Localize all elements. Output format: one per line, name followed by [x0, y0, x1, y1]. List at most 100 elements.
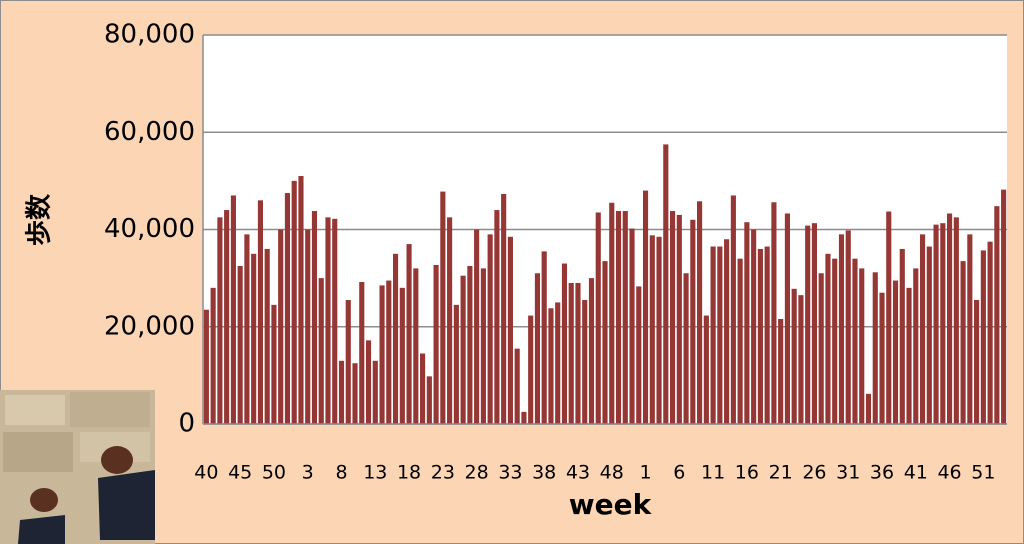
bar [994, 206, 1000, 424]
bar [460, 275, 466, 424]
bar [278, 229, 284, 424]
bar [757, 248, 763, 424]
bar [730, 195, 736, 424]
x-tick-label: 51 [971, 462, 995, 484]
bar [372, 360, 378, 424]
bar [629, 228, 635, 424]
bar [392, 253, 399, 424]
bar [305, 229, 311, 424]
bar [764, 246, 770, 424]
bar [987, 241, 993, 424]
bar [859, 268, 865, 424]
photo [0, 390, 155, 544]
bar [690, 219, 696, 424]
x-tick-label: 1 [639, 462, 651, 484]
bar [872, 272, 878, 424]
bar [636, 286, 642, 424]
bar [338, 360, 345, 424]
bar [960, 261, 966, 424]
x-tick-label: 38 [532, 462, 556, 484]
bar [284, 193, 291, 424]
bar [811, 223, 818, 424]
bar [926, 246, 932, 424]
bar [683, 273, 689, 424]
x-tick-label: 13 [363, 462, 387, 484]
y-tick-label: 40,000 [104, 214, 195, 244]
x-tick-label: 46 [937, 462, 961, 484]
bar [838, 234, 845, 424]
bar [406, 244, 412, 424]
x-tick-label: 28 [465, 462, 489, 484]
x-tick-label: 43 [566, 462, 590, 484]
bar [744, 222, 750, 424]
bar [203, 309, 209, 424]
bar [892, 280, 899, 424]
x-tick-label: 41 [904, 462, 928, 484]
bar [548, 308, 554, 424]
bar [724, 239, 730, 424]
x-tick-label: 23 [431, 462, 455, 484]
y-tick-label: 0 [178, 409, 195, 439]
x-tick-label: 48 [600, 462, 624, 484]
bar [257, 200, 263, 424]
bar [703, 315, 709, 424]
x-tick-label: 26 [802, 462, 826, 484]
bar [230, 195, 236, 424]
bar [345, 300, 351, 424]
bar [649, 235, 655, 424]
x-tick-label: 18 [397, 462, 421, 484]
bar [663, 144, 669, 424]
bar [919, 234, 926, 424]
x-tick-label: 31 [836, 462, 860, 484]
x-tick-label: 6 [673, 462, 685, 484]
bar [379, 285, 385, 424]
x-tick-label: 21 [769, 462, 793, 484]
bar [568, 282, 574, 424]
y-tick-label: 80,000 [104, 20, 195, 50]
bar [575, 282, 581, 424]
bar [879, 292, 885, 424]
bar [447, 217, 453, 424]
bar [271, 304, 277, 424]
bar [710, 246, 716, 424]
bar [365, 340, 372, 424]
bar [224, 210, 230, 424]
x-tick-label: 11 [701, 462, 725, 484]
bar [669, 211, 676, 424]
bar [832, 258, 838, 424]
bar [244, 234, 250, 424]
bar [676, 214, 682, 424]
bar [237, 265, 243, 424]
bar [818, 273, 824, 424]
bar [1001, 189, 1007, 424]
bar [507, 236, 513, 424]
x-tick-label: 45 [228, 462, 252, 484]
bar [561, 263, 568, 424]
x-axis-label: week [569, 488, 653, 521]
y-tick-label: 60,000 [104, 117, 195, 147]
bar [845, 230, 851, 424]
x-tick-label: 33 [498, 462, 522, 484]
x-tick-label: 50 [262, 462, 286, 484]
y-tick-label: 20,000 [104, 311, 195, 341]
bar [487, 234, 493, 424]
x-tick-label: 16 [735, 462, 759, 484]
bar [420, 353, 426, 424]
bar [953, 217, 959, 424]
bar [805, 225, 811, 424]
bar [967, 234, 973, 424]
bar [974, 300, 980, 424]
bar [332, 218, 338, 424]
bar [582, 300, 588, 424]
bar [622, 211, 628, 424]
bar [318, 278, 324, 424]
bar [467, 265, 473, 424]
y-axis-label: 歩数 [25, 193, 55, 246]
bar [609, 202, 615, 424]
bar [784, 213, 790, 424]
x-tick-label: 3 [302, 462, 314, 484]
bar [264, 248, 270, 424]
bar [933, 224, 939, 424]
